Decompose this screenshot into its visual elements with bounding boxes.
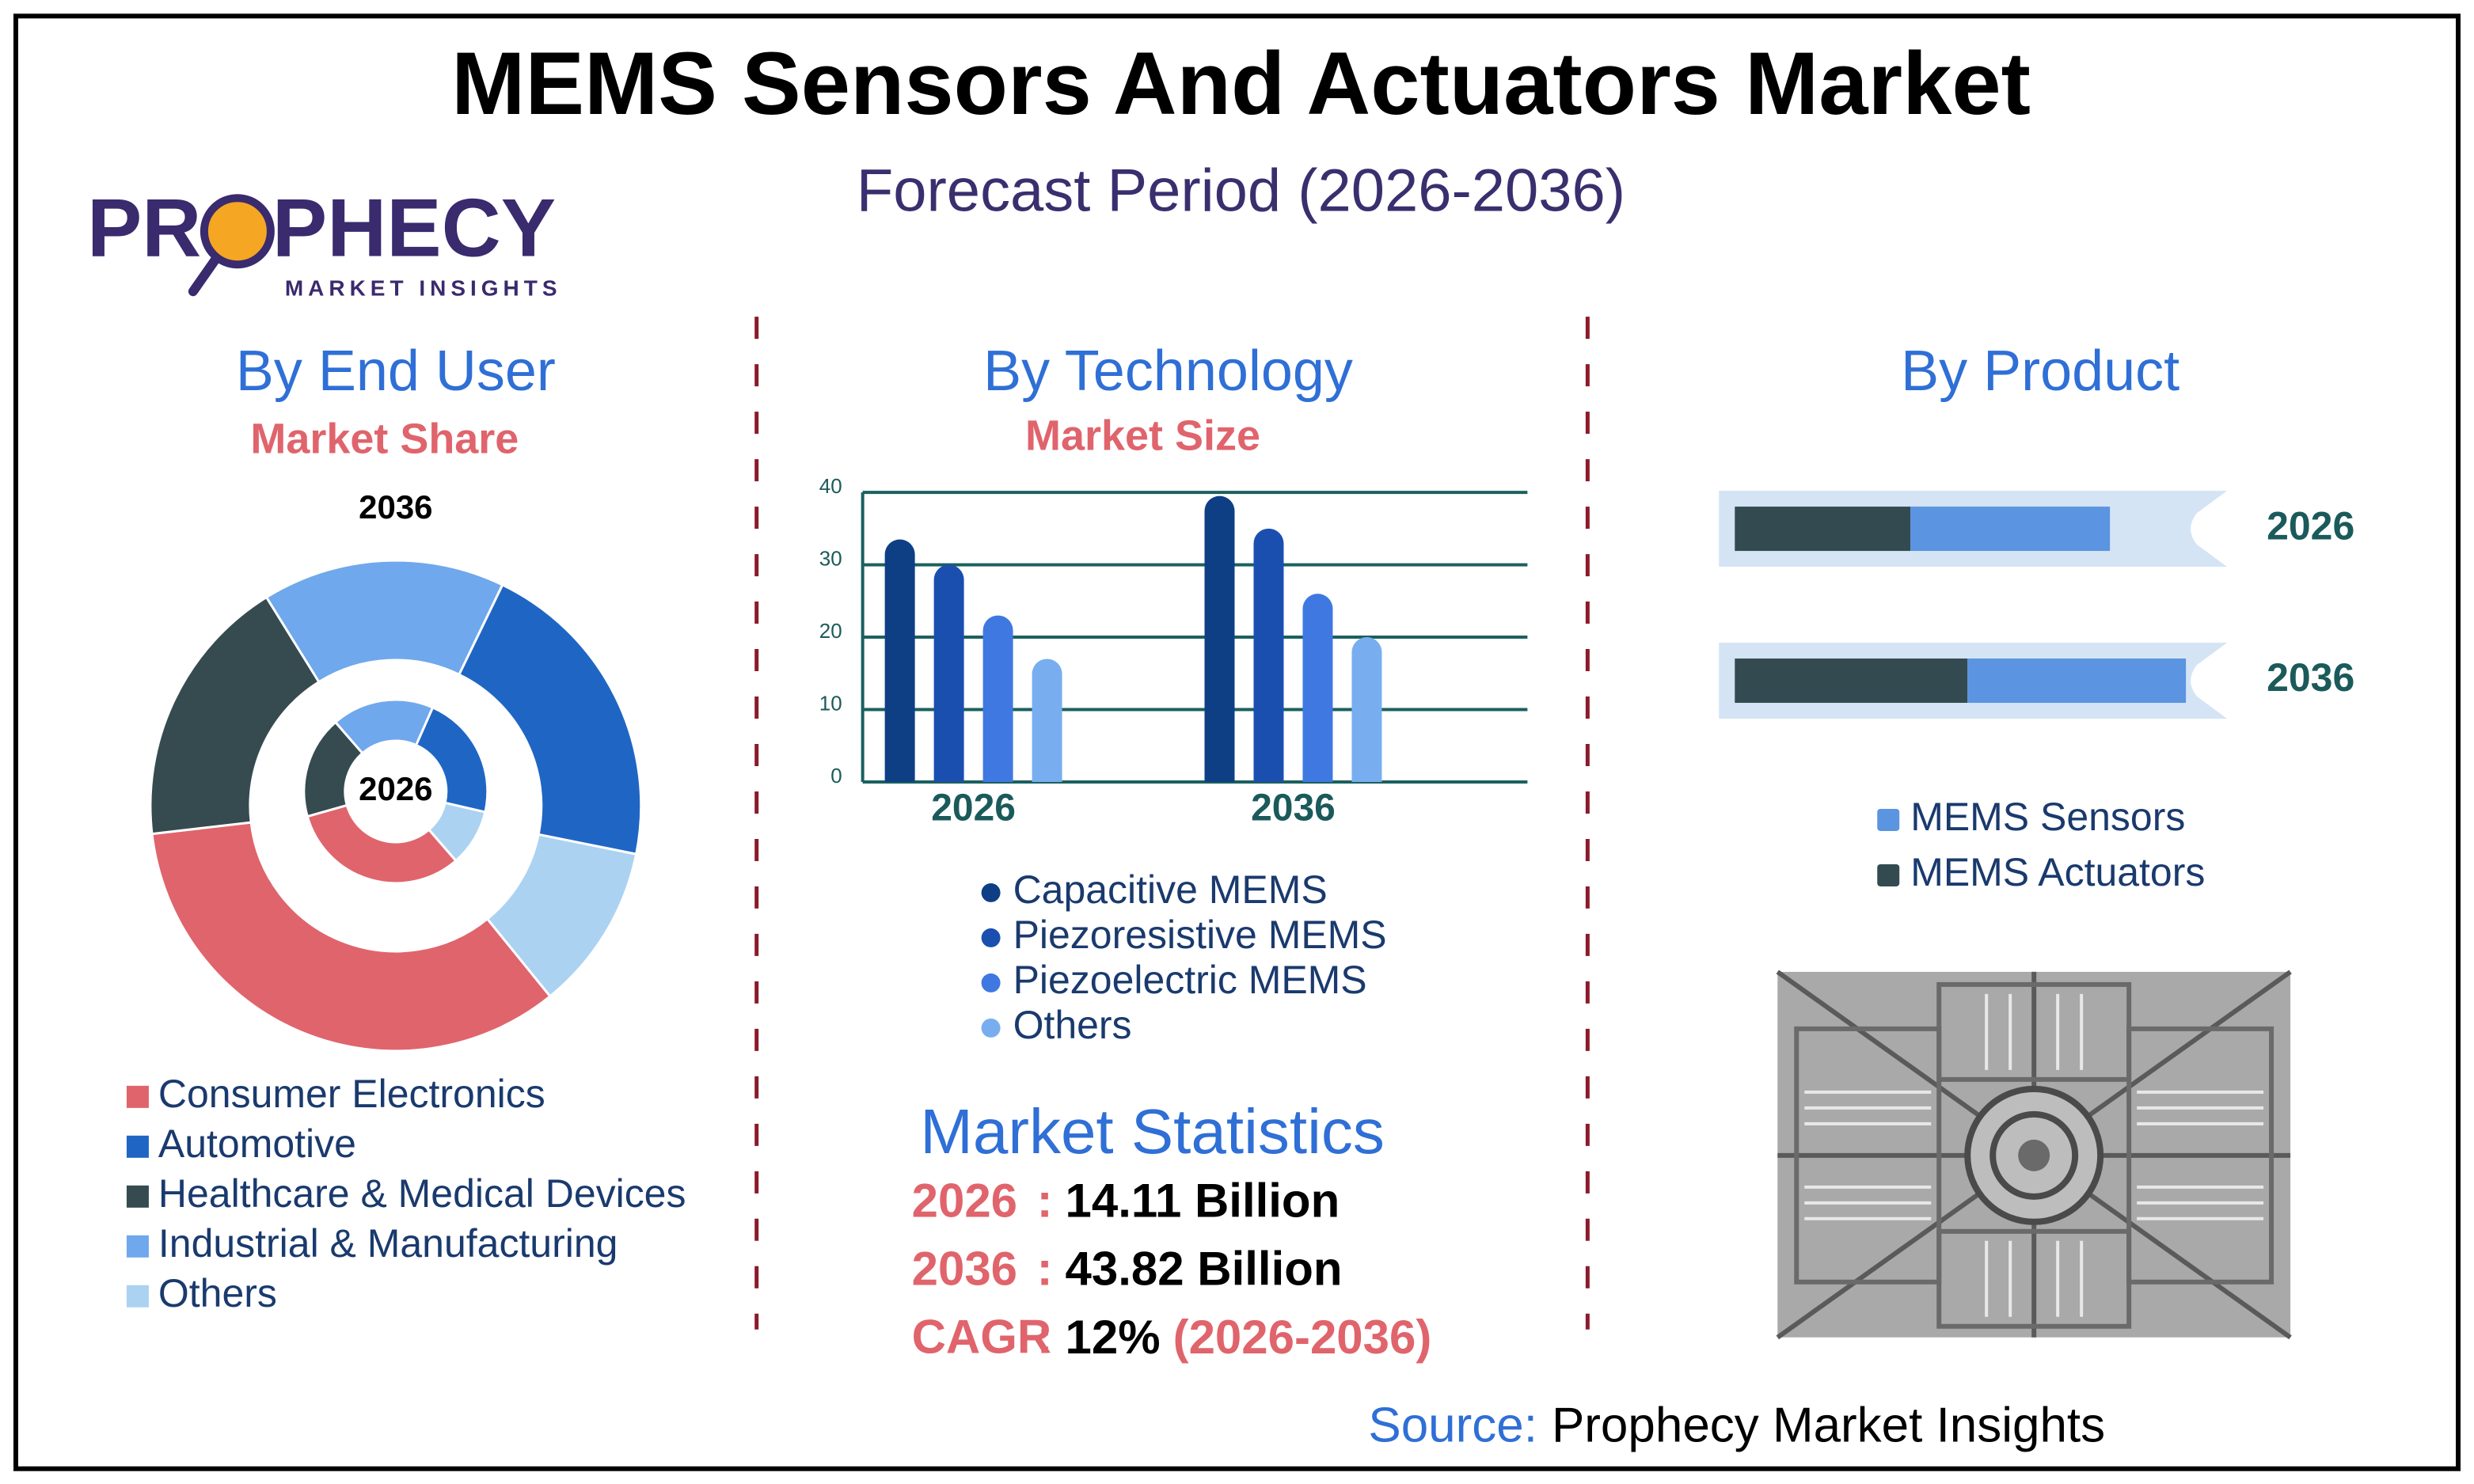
bar — [1204, 495, 1235, 782]
bar — [982, 615, 1013, 782]
legend-label: Automotive — [158, 1122, 356, 1166]
ring-label: 2036 — [359, 488, 432, 526]
bar-segment — [1910, 507, 2111, 552]
panel-title: By Product — [1901, 340, 2179, 403]
logo-handle — [188, 255, 220, 297]
stat-note: (2026-2036) — [1173, 1311, 1432, 1364]
y-tick-label: 10 — [819, 691, 842, 715]
legend-label: MEMS Actuators — [1910, 850, 2205, 894]
chip-image — [1776, 970, 2292, 1340]
legend-label: Capacitive MEMS — [1013, 867, 1328, 912]
legend-label: MEMS Sensors — [1910, 795, 2185, 839]
donut-segment — [427, 801, 487, 863]
legend-label: Consumer Electronics — [158, 1072, 545, 1116]
stats-title: Market Statistics — [920, 1096, 1385, 1167]
bar — [1302, 594, 1333, 782]
x-tick-label: 2026 — [931, 788, 1016, 829]
bar-segment — [1735, 659, 1968, 704]
y-tick-label: 30 — [819, 546, 842, 570]
panel-subtitle: Market Size — [1025, 412, 1260, 459]
y-tick-label: 20 — [819, 619, 842, 643]
legend-label: Piezoelectric MEMS — [1013, 958, 1367, 1002]
title: MEMS Sensors And Actuators Market — [451, 34, 2031, 133]
bar-segment — [1967, 659, 2187, 704]
stat-value: 12% — [1066, 1311, 1161, 1364]
legend-label: Industrial & Manufacturing — [158, 1221, 618, 1266]
donut-segment — [485, 833, 638, 998]
legend-swatch — [126, 1085, 149, 1108]
legend-label: Others — [1013, 1003, 1132, 1047]
ring-label: 2026 — [359, 770, 432, 807]
subtitle: Forecast Period (2026-2036) — [857, 157, 1625, 224]
source-label: Source: — [1368, 1399, 1537, 1453]
stat-separator: : — [1037, 1311, 1053, 1364]
stat-label: 2036 — [912, 1243, 1017, 1296]
donut-segment — [306, 803, 458, 885]
legend-swatch — [981, 1018, 1001, 1038]
stat-separator: : — [1037, 1175, 1053, 1228]
donut-segment — [457, 583, 643, 856]
legend-swatch — [981, 973, 1001, 992]
donut-segment — [149, 595, 321, 836]
legend-swatch — [126, 1135, 149, 1158]
y-tick-label: 40 — [819, 474, 842, 498]
row-label: 2026 — [2267, 503, 2354, 548]
bar — [884, 539, 915, 782]
logo: PR PHECY MARKET INSIGHTS — [87, 183, 562, 301]
bar — [1253, 528, 1284, 782]
legend-swatch — [126, 1285, 149, 1308]
logo-text: PHECY — [272, 183, 556, 275]
panel-title: By Technology — [983, 340, 1353, 403]
bar — [1032, 659, 1062, 782]
source-text: Prophecy Market Insights — [1552, 1399, 2105, 1453]
row-label: 2036 — [2267, 655, 2354, 700]
logo-tagline: MARKET INSIGHTS — [285, 276, 562, 301]
bar — [933, 564, 964, 782]
legend-swatch — [126, 1235, 149, 1258]
donut-segment — [264, 559, 504, 684]
stat-value: 43.82 Billion — [1066, 1243, 1343, 1296]
panel-subtitle: Market Share — [250, 415, 519, 462]
logo-text: PR — [87, 183, 201, 275]
stat-label: CAGR — [912, 1311, 1052, 1364]
bar-segment — [1735, 507, 1911, 552]
legend-swatch — [1877, 863, 1900, 886]
legend-swatch — [126, 1185, 149, 1208]
legend-swatch — [1877, 808, 1900, 831]
source: Source: Prophecy Market Insights — [1368, 1399, 2105, 1453]
x-tick-label: 2036 — [1251, 788, 1336, 829]
donut-segment — [150, 821, 552, 1053]
stat-separator: : — [1037, 1243, 1053, 1296]
legend-label: Others — [158, 1271, 277, 1315]
stat-value: 12% (2026-2036) — [1066, 1311, 1432, 1364]
stat-value: 14.11 Billion — [1066, 1175, 1340, 1228]
stat-label: 2026 — [912, 1175, 1017, 1228]
legend-swatch — [981, 928, 1001, 947]
bar — [1351, 637, 1382, 782]
panel-title: By End User — [236, 340, 556, 403]
legend-label: Piezoresistive MEMS — [1013, 913, 1387, 957]
border — [13, 13, 2461, 1471]
y-tick-label: 0 — [830, 764, 842, 788]
legend-swatch — [981, 882, 1001, 902]
legend-label: Healthcare & Medical Devices — [158, 1171, 686, 1216]
stats: 2026 : 14.11 Billion 2036 : 43.82 Billio… — [912, 1175, 1432, 1364]
logo-lens — [200, 194, 275, 269]
